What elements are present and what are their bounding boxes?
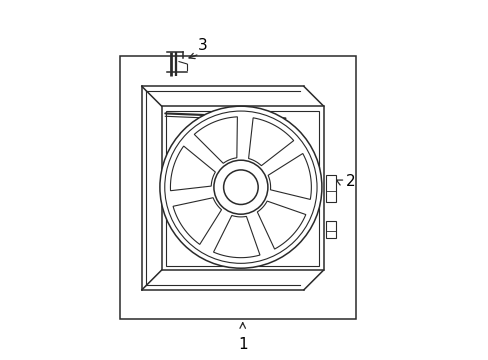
Text: 2: 2 bbox=[345, 174, 355, 189]
Ellipse shape bbox=[223, 170, 258, 204]
Ellipse shape bbox=[160, 106, 321, 268]
Polygon shape bbox=[213, 216, 260, 258]
Bar bbox=[325, 175, 335, 202]
Polygon shape bbox=[267, 153, 311, 199]
Polygon shape bbox=[257, 201, 305, 249]
Polygon shape bbox=[170, 146, 215, 191]
Bar bbox=[325, 221, 335, 238]
Polygon shape bbox=[248, 118, 293, 166]
Ellipse shape bbox=[213, 160, 267, 214]
Bar bbox=[120, 56, 355, 319]
Text: 3: 3 bbox=[198, 37, 207, 53]
Bar bbox=[162, 106, 323, 270]
Polygon shape bbox=[194, 117, 237, 163]
Bar bbox=[166, 111, 319, 266]
Text: 1: 1 bbox=[237, 337, 247, 352]
Polygon shape bbox=[173, 198, 221, 244]
